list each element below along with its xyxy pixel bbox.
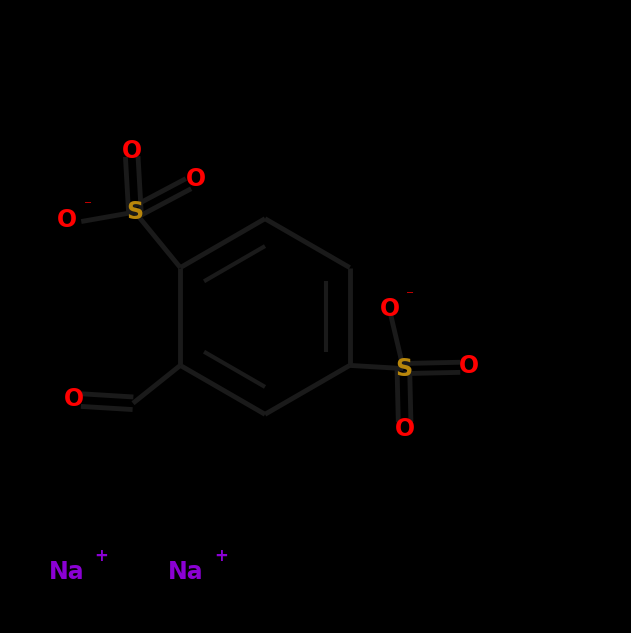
Text: O: O: [379, 297, 399, 320]
Text: O: O: [394, 417, 415, 441]
Text: +: +: [94, 548, 108, 565]
Text: Na: Na: [49, 560, 84, 584]
Text: O: O: [459, 354, 479, 378]
Text: S: S: [126, 200, 143, 224]
Text: S: S: [395, 356, 412, 380]
Text: ⁻: ⁻: [83, 198, 91, 213]
Text: O: O: [122, 139, 142, 163]
Text: O: O: [64, 387, 84, 411]
Text: Na: Na: [168, 560, 204, 584]
Text: O: O: [186, 166, 206, 191]
Text: ⁻: ⁻: [406, 289, 414, 303]
Text: O: O: [57, 208, 78, 232]
Text: +: +: [214, 548, 228, 565]
